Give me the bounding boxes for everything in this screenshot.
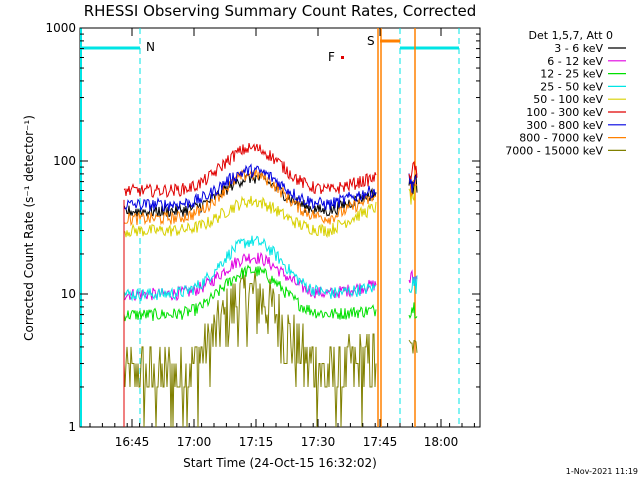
y-tick-label: 100 [53, 154, 76, 168]
series-line [123, 168, 377, 227]
plot-frame [79, 27, 481, 428]
legend-label: 7000 - 15000 keV [505, 144, 603, 157]
plot-area [79, 27, 481, 428]
x-tick-label: 17:30 [301, 435, 336, 449]
x-tick-label: 16:45 [115, 435, 150, 449]
series-layer [123, 142, 418, 428]
series-line [123, 264, 377, 322]
axes-layer: 16:45 17:00 17:15 17:30 17:45 18:00 1 10 100 1000 [45, 21, 480, 449]
x-tick-label: 18:00 [424, 435, 459, 449]
series-line [123, 195, 377, 239]
series-line [123, 163, 377, 212]
y-axis-label: Corrected Count Rate (s⁻¹ detector⁻¹) [22, 115, 36, 341]
x-tick-label: 17:15 [239, 435, 274, 449]
series-post-segment [408, 339, 418, 354]
series-post-segment [408, 177, 418, 198]
flare-flag-label: F [328, 50, 335, 64]
saa-flag-label: S [367, 34, 375, 48]
x-axis-label: Start Time (24-Oct-15 16:32:02) [183, 456, 377, 470]
y-tick-label: 1000 [45, 21, 76, 35]
flare-flag-marker [341, 56, 344, 59]
legend-label: 800 - 7000 keV [519, 132, 603, 145]
legend-label: 50 - 100 keV [533, 93, 603, 106]
series-line [123, 251, 377, 302]
legend-label: 6 - 12 keV [547, 55, 603, 68]
x-tick-label: 17:00 [177, 435, 212, 449]
night-flag-label: N [146, 40, 155, 54]
series-line [123, 270, 377, 428]
series-post-segment [408, 185, 418, 205]
series-post-segment [408, 302, 418, 319]
timestamp: 1-Nov-2021 11:19 [566, 467, 638, 476]
x-tick-label: 17:45 [363, 435, 398, 449]
legend-label: 12 - 25 keV [540, 68, 603, 81]
legend-title: Det 1,5,7, Att 0 [529, 29, 613, 42]
y-tick-label: 10 [61, 287, 76, 301]
flag-layer: N S F [80, 28, 460, 427]
series-line [123, 142, 377, 199]
legend-label: 300 - 800 keV [526, 119, 603, 132]
chart-title: RHESSI Observing Summary Count Rates, Co… [84, 2, 477, 20]
series-line [123, 235, 377, 302]
legend-label: 3 - 6 keV [554, 42, 603, 55]
legend-label: 100 - 300 keV [526, 106, 603, 119]
series-post-segment [408, 173, 418, 193]
series-post-segment [408, 160, 418, 180]
series-post-segment [408, 275, 418, 294]
legend-label: 25 - 50 keV [540, 80, 603, 93]
y-tick-label: 1 [68, 420, 76, 434]
